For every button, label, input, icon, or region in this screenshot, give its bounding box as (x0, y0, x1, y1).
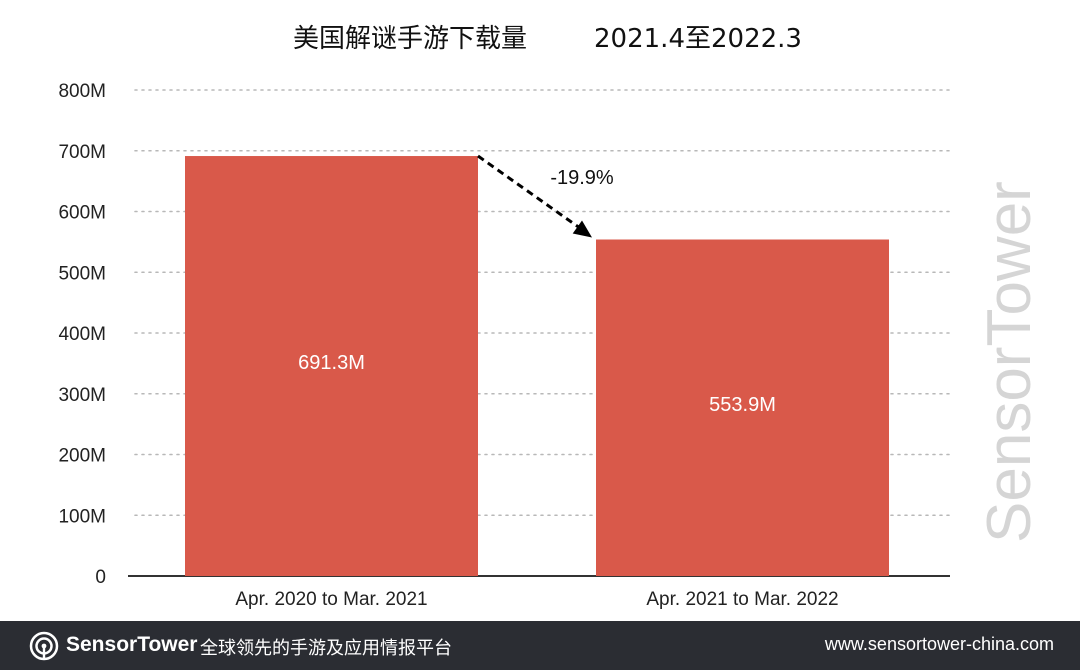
footer-brand: SensorTower (66, 633, 198, 656)
bar-value-label: 553.9M (709, 394, 776, 416)
bar (596, 239, 889, 577)
x-tick-label: Apr. 2021 to Mar. 2022 (646, 589, 838, 610)
sensortower-logo-icon (29, 631, 59, 661)
change-arrow-line (477, 154, 583, 231)
y-tick-label: 200M (58, 446, 106, 467)
bars: 691.3M Apr. 2020 to Mar. 2021 553.9M Apr. 2… (185, 156, 889, 610)
bar-value-label: 691.3M (298, 352, 365, 374)
footer-slogan: 全球领先的手游及应用情报平台 (200, 638, 452, 659)
annotation: -19.9% (477, 154, 614, 238)
y-tick-label: 0 (95, 567, 106, 588)
arrowhead-icon (572, 220, 592, 238)
y-tick-label: 700M (58, 142, 106, 163)
y-tick-label: 800M (58, 81, 106, 102)
y-tick-label: 500M (58, 263, 106, 284)
chart-title: 美国解谜手游下载量 (293, 24, 527, 54)
y-tick-label: 600M (58, 203, 106, 224)
bar (185, 156, 478, 576)
x-tick-label: Apr. 2020 to Mar. 2021 (235, 589, 427, 610)
footer-url[interactable]: www.sensortower-china.com (824, 634, 1054, 654)
chart: 美国解谜手游下载量 2021.4至2022.3 0 100M 200M 300M 400… (58, 24, 951, 610)
y-tick-label: 300M (58, 385, 106, 406)
footer-bar: SensorTower 全球领先的手游及应用情报平台 www.sensortow… (0, 621, 1080, 670)
y-tick-label: 400M (58, 324, 106, 345)
chart-subtitle: 2021.4至2022.3 (594, 24, 802, 54)
change-percent-label: -19.9% (550, 167, 614, 189)
y-tick-label: 100M (58, 506, 106, 527)
